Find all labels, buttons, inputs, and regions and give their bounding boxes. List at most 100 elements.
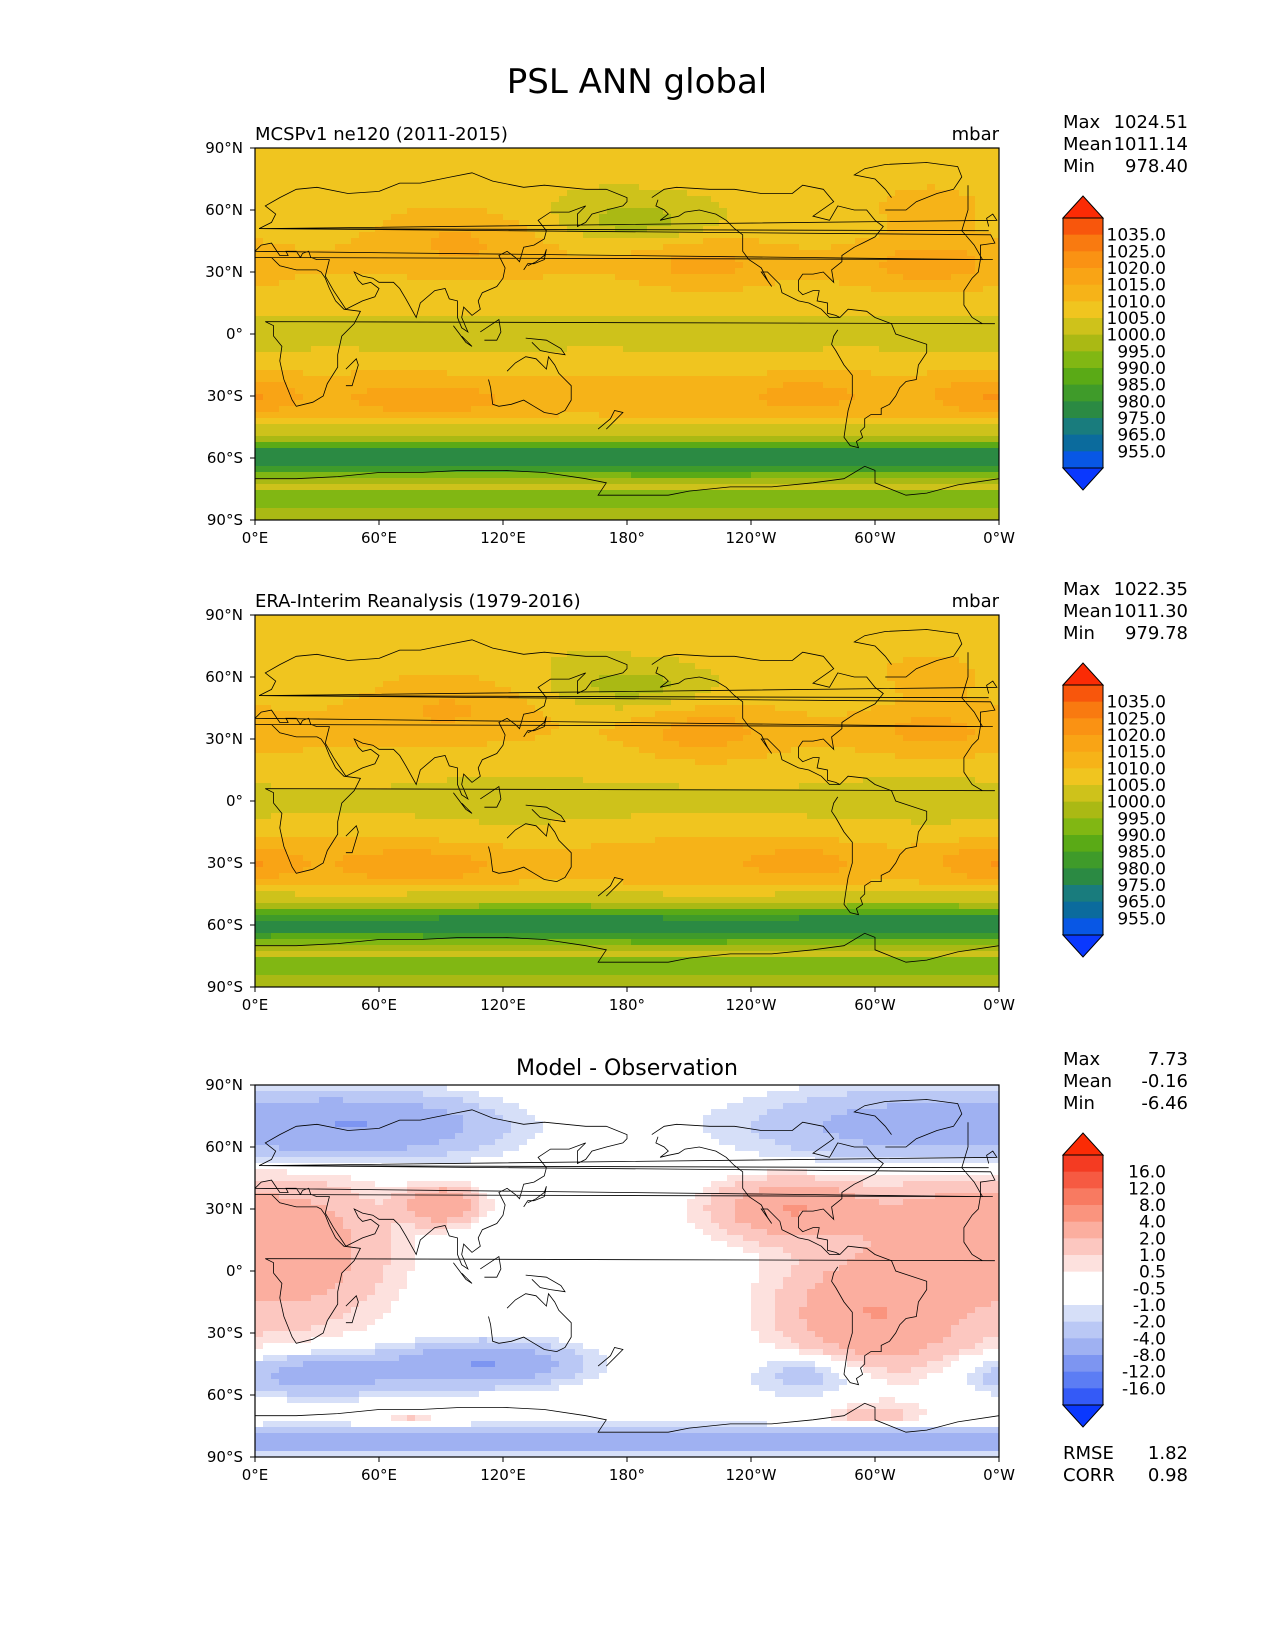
field-cell	[407, 394, 416, 401]
field-cell	[455, 322, 464, 329]
field-cell	[775, 340, 784, 347]
field-cell	[591, 166, 600, 173]
field-cell	[927, 238, 936, 245]
field-cell	[855, 316, 864, 323]
field-cell	[311, 160, 320, 167]
field-cell	[431, 256, 440, 263]
field-cell	[847, 244, 856, 251]
field-cell	[255, 202, 264, 209]
field-cell	[951, 424, 960, 431]
field-cell	[703, 250, 712, 257]
field-cell	[839, 214, 848, 221]
field-cell	[367, 328, 376, 335]
field-cell	[391, 406, 400, 413]
field-cell	[895, 160, 904, 167]
field-cell	[311, 442, 320, 449]
field-cell	[367, 190, 376, 197]
field-cell	[407, 256, 416, 263]
field-cell	[623, 400, 632, 407]
field-cell	[279, 388, 288, 395]
field-cell	[551, 160, 560, 167]
field-cell	[271, 460, 280, 467]
field-cell	[575, 328, 584, 335]
field-cell	[967, 304, 976, 311]
field-cell	[967, 364, 976, 371]
field-cell	[759, 244, 768, 251]
field-cell	[367, 232, 376, 239]
field-cell	[359, 310, 368, 317]
field-cell	[375, 172, 384, 179]
field-cell	[799, 178, 808, 185]
field-cell	[895, 232, 904, 239]
field-cell	[319, 274, 328, 281]
field-cell	[527, 286, 536, 293]
field-cell	[735, 238, 744, 245]
field-cell	[887, 430, 896, 437]
field-cell	[663, 376, 672, 383]
field-cell	[503, 340, 512, 347]
field-cell	[687, 334, 696, 341]
field-cell	[359, 178, 368, 185]
field-cell	[423, 466, 432, 473]
field-cell	[775, 352, 784, 359]
field-cell	[495, 250, 504, 257]
field-cell	[839, 298, 848, 305]
field-cell	[439, 358, 448, 365]
field-cell	[415, 256, 424, 263]
field-cell	[743, 358, 752, 365]
field-cell	[279, 298, 288, 305]
field-cell	[951, 376, 960, 383]
field-cell	[455, 148, 464, 155]
field-cell	[935, 394, 944, 401]
field-cell	[783, 334, 792, 341]
field-cell	[831, 214, 840, 221]
field-cell	[599, 208, 608, 215]
field-cell	[807, 352, 816, 359]
field-cell	[359, 394, 368, 401]
field-cell	[463, 400, 472, 407]
field-cell	[255, 334, 264, 341]
field-cell	[631, 184, 640, 191]
field-cell	[943, 316, 952, 323]
field-cell	[935, 226, 944, 233]
field-cell	[255, 292, 264, 299]
field-cell	[455, 292, 464, 299]
field-cell	[519, 160, 528, 167]
field-cell	[623, 412, 632, 419]
field-cell	[727, 250, 736, 257]
field-cell	[631, 220, 640, 227]
field-cell	[775, 448, 784, 455]
field-cell	[455, 190, 464, 197]
field-cell	[935, 448, 944, 455]
field-cell	[519, 466, 528, 473]
field-cell	[879, 202, 888, 209]
field-cell	[703, 214, 712, 221]
field-cell	[415, 244, 424, 251]
field-cell	[655, 322, 664, 329]
field-cell	[647, 340, 656, 347]
field-cell	[287, 190, 296, 197]
field-cell	[751, 376, 760, 383]
field-cell	[927, 154, 936, 161]
field-cell	[711, 244, 720, 251]
field-cell	[783, 166, 792, 173]
field-cell	[695, 388, 704, 395]
field-cell	[295, 328, 304, 335]
field-cell	[751, 454, 760, 461]
field-cell	[263, 412, 272, 419]
field-cell	[679, 340, 688, 347]
field-cell	[871, 346, 880, 353]
field-cell	[839, 172, 848, 179]
field-cell	[511, 190, 520, 197]
field-cell	[639, 466, 648, 473]
field-cell	[575, 274, 584, 281]
field-cell	[511, 286, 520, 293]
field-cell	[471, 196, 480, 203]
field-cell	[591, 304, 600, 311]
field-cell	[575, 406, 584, 413]
field-cell	[455, 394, 464, 401]
field-cell	[479, 172, 488, 179]
field-cell	[551, 388, 560, 395]
field-cell	[375, 442, 384, 449]
field-cell	[855, 298, 864, 305]
